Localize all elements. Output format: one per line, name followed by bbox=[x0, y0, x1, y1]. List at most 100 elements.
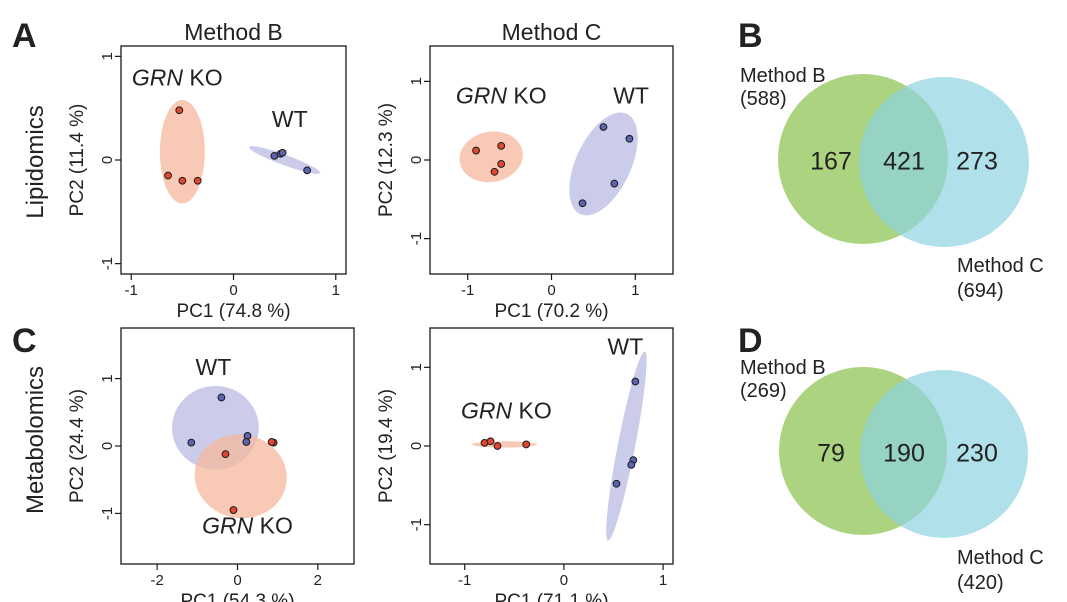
data-point-wt bbox=[631, 377, 640, 386]
x-axis-label: PC1 (70.2 %) bbox=[494, 301, 608, 322]
venn-right-label: Method C bbox=[957, 547, 1044, 569]
x-tick-label: -1 bbox=[458, 572, 471, 589]
confidence-ellipse-wt bbox=[569, 112, 638, 216]
data-point-wt bbox=[278, 148, 287, 157]
y-tick-label: -1 bbox=[99, 257, 116, 270]
data-point-ko bbox=[497, 141, 506, 150]
x-axis-label: PC1 (74.8 %) bbox=[176, 301, 290, 322]
venn-diagram-metabolomics: Method B(269) Method C (420) 79 190 230 bbox=[740, 357, 1044, 594]
data-point-wt bbox=[187, 438, 196, 447]
data-point-wt bbox=[612, 479, 621, 488]
confidence-ellipse-wt bbox=[249, 146, 321, 174]
pca-plot-metab-method-b: -2 0 2 -1 0 1 PC1 (54.3 %) PC2 (24.4 %) WT GRN KO bbox=[67, 327, 355, 602]
y-tick-label: 0 bbox=[408, 156, 425, 164]
confidence-ellipse-ko bbox=[459, 131, 523, 183]
x-tick-label: 1 bbox=[631, 282, 639, 299]
pca-plot-lipid-method-b: -1 0 1 -1 0 1 PC1 (74.8 %) PC2 (11.4 %) Method B… bbox=[67, 19, 347, 322]
plot-frame bbox=[429, 327, 674, 565]
y-tick-label: 1 bbox=[408, 363, 425, 371]
data-point-ko bbox=[493, 442, 502, 450]
x-tick-label: -1 bbox=[461, 282, 474, 299]
row-label-metabolomics: Metabolomics bbox=[22, 366, 49, 514]
panel-letter-c: C bbox=[12, 322, 37, 360]
venn-right-total: (694) bbox=[957, 280, 1004, 302]
confidence-ellipse-wt bbox=[606, 351, 647, 541]
venn-left-only-count: 167 bbox=[810, 148, 852, 176]
x-tick-label: 2 bbox=[314, 572, 322, 589]
y-tick-label: 0 bbox=[99, 156, 116, 164]
plot-title: Method C bbox=[502, 19, 602, 45]
panel-letter-d: D bbox=[738, 322, 763, 360]
data-point-ko bbox=[497, 160, 506, 168]
data-point-ko bbox=[229, 506, 238, 514]
data-point-ko bbox=[178, 176, 187, 185]
venn-circle-right bbox=[859, 77, 1029, 247]
y-tick-label: 1 bbox=[408, 77, 425, 85]
venn-left-only-count: 79 bbox=[817, 440, 845, 468]
group-annotation: WT bbox=[613, 82, 649, 108]
data-point-wt bbox=[625, 134, 634, 143]
data-point-wt bbox=[242, 438, 251, 446]
group-annotation: WT bbox=[272, 106, 308, 132]
confidence-ellipse-ko bbox=[194, 434, 287, 519]
y-tick-label: 0 bbox=[99, 442, 116, 450]
group-annotation: GRN KO bbox=[461, 397, 552, 423]
y-tick-label: 1 bbox=[99, 374, 116, 382]
x-tick-label: -2 bbox=[150, 572, 163, 589]
group-annotation: WT bbox=[608, 334, 644, 360]
venn-left-label: Method B bbox=[740, 357, 826, 379]
panel-letter-b: B bbox=[738, 17, 763, 55]
venn-diagram-lipidomics: Method B(588) Method C (694) 167 421 273 bbox=[740, 65, 1044, 302]
data-point-wt bbox=[578, 199, 587, 208]
venn-overlap-count: 421 bbox=[883, 148, 925, 176]
x-tick-label: 0 bbox=[233, 572, 241, 589]
pca-plot-metab-method-c: -1 0 1 -1 0 1 PC1 (71.1 %) PC2 (19.4 %) GRN KO WT bbox=[376, 327, 674, 602]
x-tick-label: 0 bbox=[547, 282, 555, 299]
data-point-wt bbox=[610, 179, 619, 188]
data-point-wt bbox=[627, 460, 636, 469]
x-tick-label: 1 bbox=[659, 572, 667, 589]
venn-right-total: (420) bbox=[957, 572, 1004, 594]
x-tick-label: 0 bbox=[229, 282, 237, 299]
x-tick-label: -1 bbox=[125, 282, 138, 299]
data-point-ko bbox=[175, 106, 184, 115]
data-point-ko bbox=[164, 171, 172, 180]
data-point-ko bbox=[522, 440, 531, 449]
y-tick-label: -1 bbox=[408, 232, 425, 245]
data-point-ko bbox=[267, 438, 276, 446]
x-tick-label: 0 bbox=[560, 572, 568, 589]
data-point-ko bbox=[472, 146, 480, 155]
panel-letter-a: A bbox=[12, 17, 37, 55]
data-point-ko bbox=[193, 176, 202, 185]
data-point-ko bbox=[486, 437, 495, 446]
y-axis-label: PC2 (11.4 %) bbox=[67, 104, 88, 217]
y-tick-label: 0 bbox=[408, 442, 425, 450]
data-point-ko bbox=[221, 450, 230, 458]
venn-right-label: Method C bbox=[957, 255, 1044, 277]
y-tick-label: 1 bbox=[99, 52, 116, 60]
x-axis-label: PC1 (54.3 %) bbox=[180, 591, 294, 602]
venn-left-total: (588) bbox=[740, 88, 787, 110]
y-axis-label: PC2 (12.3 %) bbox=[376, 103, 397, 217]
pca-plot-lipid-method-c: -1 0 1 -1 0 1 PC1 (70.2 %) PC2 (12.3 %) Method C… bbox=[376, 19, 674, 322]
y-axis-label: PC2 (19.4 %) bbox=[376, 389, 397, 503]
data-point-wt bbox=[303, 166, 312, 175]
x-axis-label: PC1 (71.1 %) bbox=[494, 591, 608, 602]
group-annotation: WT bbox=[196, 354, 232, 380]
data-point-wt bbox=[217, 393, 226, 402]
row-label-lipidomics: Lipidomics bbox=[22, 105, 49, 218]
group-annotation: GRN KO bbox=[202, 513, 293, 539]
y-tick-label: -1 bbox=[408, 518, 425, 531]
confidence-ellipse-ko bbox=[159, 99, 205, 204]
group-annotation: GRN KO bbox=[132, 64, 223, 90]
data-point-wt bbox=[599, 123, 608, 131]
venn-right-only-count: 273 bbox=[956, 148, 998, 176]
venn-right-only-count: 230 bbox=[956, 440, 998, 468]
venn-left-label: Method B bbox=[740, 65, 826, 87]
y-axis-label: PC2 (24.4 %) bbox=[67, 389, 88, 503]
plot-title: Method B bbox=[184, 19, 282, 45]
venn-overlap-count: 190 bbox=[883, 440, 925, 468]
group-annotation: GRN KO bbox=[456, 82, 547, 108]
venn-left-total: (269) bbox=[740, 380, 787, 402]
